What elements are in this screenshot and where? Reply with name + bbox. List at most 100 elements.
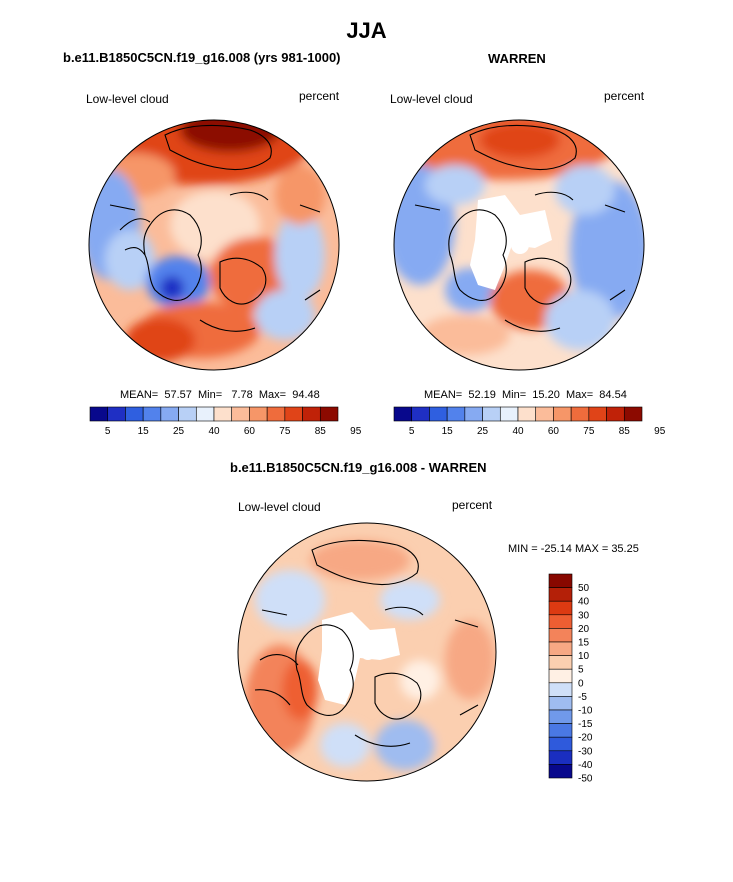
- panel2-missing-region: [470, 195, 552, 290]
- panel3-colorbar-tick-label: 20: [578, 624, 590, 635]
- panel3-colorbar-tick-label: -20: [578, 733, 593, 744]
- panel1-units-label: percent: [299, 89, 340, 103]
- panel3-colorbar-tick-label: 10: [578, 651, 590, 662]
- panel2-colorbar-tick-label: 75: [583, 426, 595, 437]
- panel3-colorbar-tick-label: -30: [578, 746, 593, 757]
- panel1-colorbar-cell: [284, 406, 303, 422]
- panel3-stats: MIN = -25.14 MAX = 35.25: [508, 543, 639, 555]
- panel2-colorbar-tick-label: 25: [477, 426, 489, 437]
- panel1-colorbar-tick-label: 75: [279, 426, 291, 437]
- panel3-variable-label: Low-level cloud: [238, 500, 321, 514]
- panel2-stats: MEAN= 52.19 Min= 15.20 Max= 84.54: [424, 389, 627, 401]
- panel3-colorbar-tick-label: -50: [578, 774, 593, 785]
- panel2-map-border: [393, 119, 645, 371]
- panel2-coastlines: [414, 124, 626, 332]
- panel1-colorbar-cell: [195, 406, 215, 422]
- panel1-colorbar-cell: [266, 406, 286, 422]
- panel1-map-border: [88, 119, 340, 371]
- panel3-missing-region: [318, 612, 400, 705]
- panel1-colorbar-cell: [160, 406, 179, 422]
- panel1-colorbar-tick-label: 85: [315, 426, 327, 437]
- panel3-colorbar-cell: [548, 573, 573, 588]
- panel3-colorbar-tick-label: 50: [578, 583, 590, 594]
- panel2-colorbar-cell: [499, 406, 519, 422]
- panel2-colorbar-cell: [411, 406, 430, 422]
- panel3-colorbar-tick-label: -15: [578, 719, 593, 730]
- panel2-colorbar-cell: [553, 406, 572, 422]
- panel1-colorbar-cell: [125, 406, 144, 422]
- panel3-colorbar-cell: [548, 723, 573, 738]
- panel2-colorbar-cell: [446, 406, 466, 422]
- panel2-colorbar-tick-label: 95: [654, 426, 666, 437]
- panel3-colorbar-cell: [548, 709, 573, 724]
- panel1-colorbar-cell: [249, 406, 268, 422]
- panel2-colorbar-cell: [535, 406, 554, 422]
- panel1-colorbar-tick-label: 60: [244, 426, 256, 437]
- panel3-colorbar-tick-label: 5: [578, 665, 584, 676]
- panel1-heatmap-field: [89, 120, 339, 370]
- panel3-colorbar-tick-label: 40: [578, 597, 590, 608]
- panel1-map: [88, 119, 340, 371]
- panel3-heatmap-field: [238, 523, 496, 781]
- panel3-colorbar-cell: [548, 736, 573, 752]
- panel1-colorbar-tick-label: 25: [173, 426, 185, 437]
- panel3-colorbar-cell: [548, 764, 573, 779]
- panel2-colorbar-cell: [464, 406, 483, 422]
- panel2-title: WARREN: [488, 51, 546, 66]
- panel3-colorbar-tick-label: -5: [578, 692, 587, 703]
- panel3-colorbar-tick-label: 0: [578, 678, 584, 689]
- panel2-colorbar-tick-label: 40: [512, 426, 524, 437]
- panel3-colorbar-cell: [548, 668, 573, 684]
- panel3-colorbar-cell: [548, 682, 573, 697]
- panel3-colorbar-cell: [548, 641, 573, 656]
- panel3-colorbar-tick-label: 30: [578, 610, 590, 621]
- panel2-units-label: percent: [604, 89, 645, 103]
- panel2-colorbar-cell: [482, 406, 501, 422]
- panel1-colorbar-cell: [89, 406, 109, 422]
- panel2-colorbar-tick-label: 15: [442, 426, 454, 437]
- panel3-colorbar-tick-label: -10: [578, 706, 593, 717]
- panel2-colorbar-tick-label: 5: [409, 426, 415, 437]
- panel3-colorbar-cell: [548, 696, 573, 711]
- panel2-colorbar-cell: [623, 406, 643, 422]
- panel1-colorbar: 5 15 25 40 60 75 85 95: [89, 406, 362, 437]
- panel3-colorbar-tick-label: -40: [578, 760, 593, 771]
- panel3-colorbar-cell: [548, 614, 573, 629]
- panel2-colorbar-cell: [429, 406, 448, 422]
- panel2-variable-label: Low-level cloud: [390, 92, 473, 106]
- panel1-colorbar-cell: [213, 406, 233, 422]
- panel1-colorbar-cell: [178, 406, 197, 422]
- figure-title: JJA: [346, 18, 387, 43]
- panel2-colorbar-cell: [393, 406, 413, 422]
- panel3-map: [237, 522, 497, 782]
- panel2-colorbar-cell: [517, 406, 537, 422]
- panel3-title: b.e11.B1850C5CN.f19_g16.008 - WARREN: [230, 460, 487, 475]
- panel1-variable-label: Low-level cloud: [86, 92, 169, 106]
- panel1-colorbar-cell: [231, 406, 250, 422]
- panel3-colorbar-tick-label: 15: [578, 638, 590, 649]
- panel3-coastlines: [254, 539, 479, 747]
- panel3-colorbar-cell: [548, 628, 573, 643]
- panel3-colorbar-cell: [548, 750, 573, 765]
- panel1-colorbar-cell: [302, 406, 321, 422]
- panel1-colorbar-cell: [142, 406, 162, 422]
- panel2-colorbar-cell: [606, 406, 625, 422]
- panel3-colorbar-cell: [548, 655, 573, 670]
- panel1-coastlines: [109, 124, 321, 332]
- panel1-title: b.e11.B1850C5CN.f19_g16.008 (yrs 981-100…: [63, 50, 341, 65]
- panel3-map-border: [237, 522, 497, 782]
- panel2-colorbar-cell: [588, 406, 607, 422]
- panel3-colorbar-cell: [548, 587, 573, 602]
- panel2-colorbar-tick-label: 85: [619, 426, 631, 437]
- panel1-colorbar-tick-label: 15: [138, 426, 150, 437]
- panel1-colorbar-tick-label: 40: [208, 426, 220, 437]
- panel1-stats: MEAN= 57.57 Min= 7.78 Max= 94.48: [120, 389, 320, 401]
- panel3-colorbar-cell: [548, 600, 573, 616]
- panel2-heatmap-field: [394, 120, 644, 370]
- panel2-colorbar-tick-label: 60: [548, 426, 560, 437]
- panel3-units-label: percent: [452, 498, 493, 512]
- panel1-colorbar-tick-label: 5: [105, 426, 111, 437]
- panel1-colorbar-tick-label: 95: [350, 426, 362, 437]
